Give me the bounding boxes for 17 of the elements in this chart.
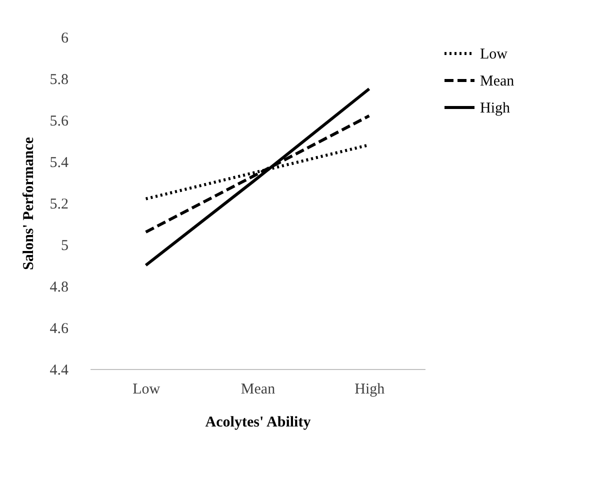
legend-label: High (480, 100, 510, 116)
y-tick-label: 5.2 (50, 196, 68, 212)
y-tick-label: 4.6 (50, 321, 69, 337)
x-tick-label: High (354, 382, 386, 398)
x-axis-title: Acolytes' Ability (205, 414, 312, 430)
y-tick-label: 4.4 (50, 362, 69, 378)
x-tick-label: Mean (240, 382, 276, 398)
legend-label: Low (480, 46, 508, 62)
y-tick-label: 5.4 (50, 155, 69, 171)
y-tick-label: 5 (61, 238, 68, 254)
y-tick-label: 4.8 (50, 280, 68, 296)
legend-label: Mean (480, 74, 515, 90)
y-tick-label: 5.8 (50, 72, 68, 88)
y-tick-label: 5.6 (50, 114, 69, 130)
y-axis-title: Salons' Performance (20, 136, 37, 270)
x-tick-label: Low (132, 382, 160, 398)
y-tick-label: 6 (61, 30, 69, 46)
